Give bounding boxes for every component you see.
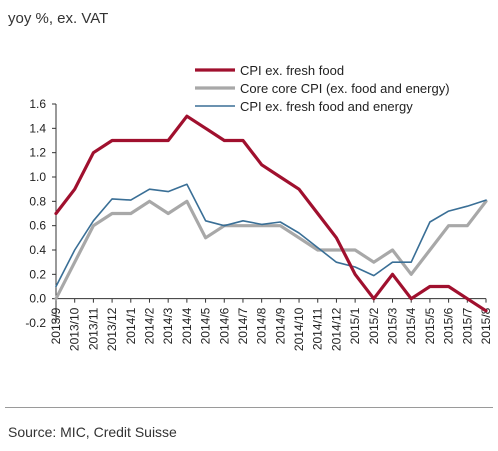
footer-divider <box>5 407 493 408</box>
x-tick-label: 2013/9 <box>49 307 63 344</box>
x-tick-label: 2015/3 <box>386 307 400 344</box>
chart-axes: -0.2 0.0 0.2 0.4 0.6 0.8 1.0 1.2 1.4 1.6 2013/9 201… <box>25 97 493 351</box>
series-line-2 <box>54 199 488 301</box>
x-tick-label: 2015/6 <box>442 307 456 344</box>
y-tick-label: 0.6 <box>29 219 46 233</box>
series-line-3 <box>55 183 487 288</box>
x-tick-label: 2014/5 <box>199 307 213 344</box>
y-tick-label: 0.2 <box>29 267 46 281</box>
chart-subtitle: yoy %, ex. VAT <box>8 10 109 27</box>
y-tick-label: 1.0 <box>29 170 46 184</box>
x-tick-label: 2014/8 <box>255 307 269 344</box>
x-tick-label: 2015/1 <box>348 307 362 344</box>
legend-label-3: CPI ex. fresh food and energy <box>240 99 413 114</box>
x-tick-label: 2014/7 <box>236 307 250 344</box>
legend-label-1: CPI ex. fresh food <box>240 63 344 78</box>
x-tick-label: 2015/2 <box>367 307 381 344</box>
x-tick-label: 2015/5 <box>423 307 437 344</box>
x-tick-label: 2013/10 <box>68 307 82 351</box>
y-tick-label: 0.0 <box>29 292 46 306</box>
x-tick-label: 2015/8 <box>479 307 493 344</box>
chart-legend: CPI ex. fresh food Core core CPI (ex. foo… <box>195 63 450 114</box>
legend-label-2: Core core CPI (ex. food and energy) <box>240 81 450 96</box>
y-tick-label: 1.2 <box>29 146 46 160</box>
y-tick-label: 0.4 <box>29 243 46 257</box>
y-tick-label: -0.2 <box>25 316 46 330</box>
series-line-1 <box>54 114 488 313</box>
y-tick-label: 0.8 <box>29 194 46 208</box>
x-tick-label: 2014/2 <box>142 307 156 344</box>
x-tick-label: 2014/12 <box>329 307 343 351</box>
source-note: Source: MIC, Credit Suisse <box>8 424 177 440</box>
x-tick-label: 2014/6 <box>217 307 231 344</box>
y-tick-label: 1.6 <box>29 97 46 111</box>
x-tick-label: 2014/4 <box>180 307 194 344</box>
y-tick-label: 1.4 <box>29 121 46 135</box>
x-tick-label: 2014/10 <box>292 307 306 351</box>
x-tick-label: 2014/1 <box>124 307 138 344</box>
x-tick-label: 2015/7 <box>460 307 474 344</box>
x-tick-label: 2014/9 <box>273 307 287 344</box>
x-tick-label: 2015/4 <box>404 307 418 344</box>
x-tick-label: 2014/11 <box>311 307 325 350</box>
x-tick-label: 2014/3 <box>161 307 175 344</box>
chart-series <box>54 114 488 313</box>
x-tick-label: 2013/12 <box>105 307 119 351</box>
x-tick-label: 2013/11 <box>86 307 100 350</box>
